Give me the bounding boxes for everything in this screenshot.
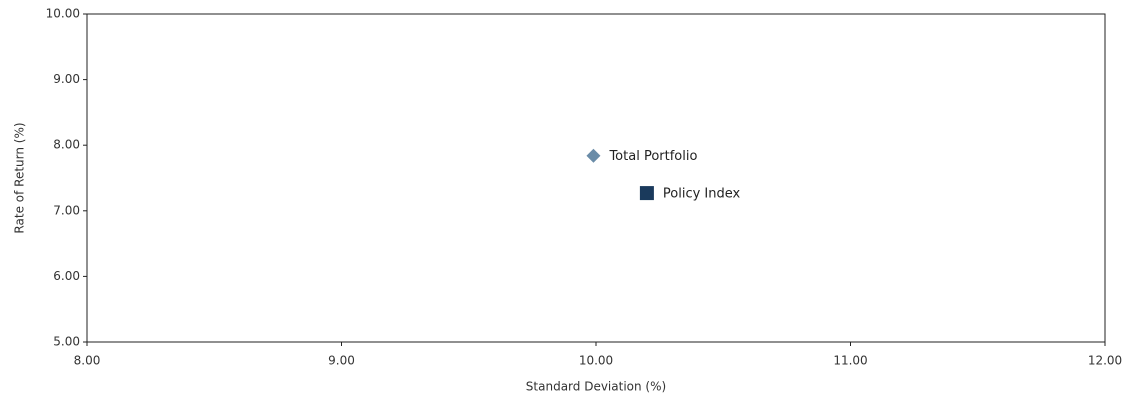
- y-tick-label: 5.00: [53, 335, 80, 349]
- y-tick-label: 6.00: [53, 269, 80, 283]
- x-tick-label: 11.00: [833, 354, 867, 368]
- x-tick-label: 10.00: [579, 354, 613, 368]
- y-tick-label: 10.00: [46, 7, 80, 21]
- point-label: Total Portfolio: [608, 149, 697, 164]
- x-axis-title: Standard Deviation (%): [526, 380, 666, 394]
- point: [639, 186, 654, 201]
- y-tick-label: 7.00: [53, 203, 80, 217]
- point: [586, 148, 601, 163]
- y-tick-label: 8.00: [53, 138, 80, 152]
- y-axis-title: Rate of Return (%): [13, 122, 27, 233]
- x-tick-label: 8.00: [74, 354, 101, 368]
- plot-frame: [86, 13, 1106, 343]
- x-tick-label: 12.00: [1088, 354, 1122, 368]
- point-label: Policy Index: [663, 187, 741, 202]
- x-tick-label: 9.00: [328, 354, 355, 368]
- y-tick-label: 9.00: [53, 72, 80, 86]
